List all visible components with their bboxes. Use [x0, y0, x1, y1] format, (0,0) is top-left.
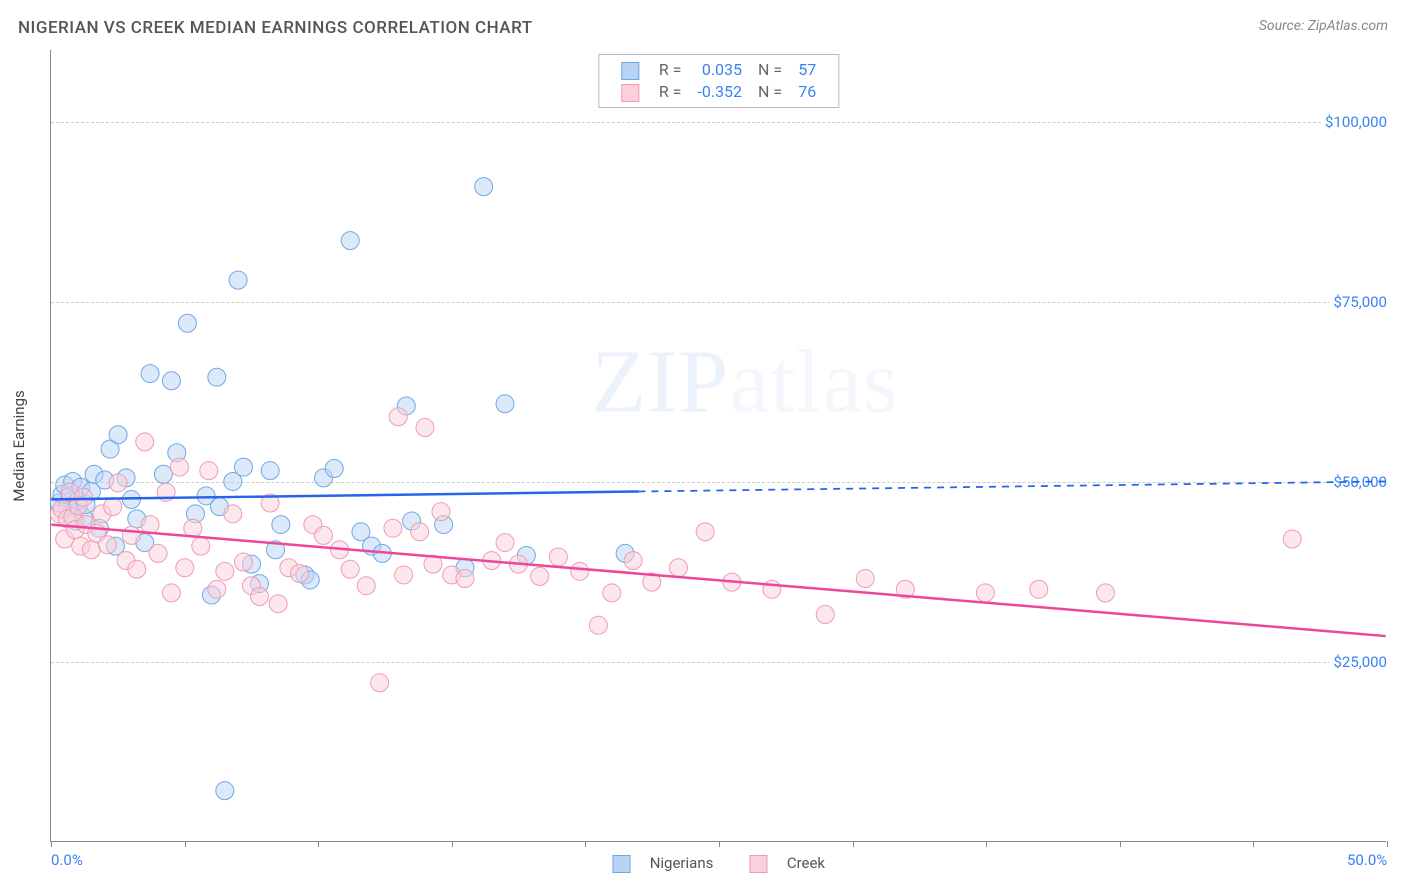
n-label: N = — [750, 81, 790, 103]
swatch-creek-b — [749, 855, 767, 873]
series-legend: Nigerians Creek — [596, 854, 841, 873]
r-value-nigerians: 0.035 — [689, 59, 750, 81]
legend-item-nigerians: Nigerians — [604, 854, 721, 872]
n-label: N = — [750, 59, 790, 81]
trend-lines — [51, 50, 1386, 841]
r-label: R = — [651, 81, 690, 103]
legend-item-creek: Creek — [741, 854, 833, 872]
chart-title: NIGERIAN VS CREEK MEDIAN EARNINGS CORREL… — [18, 18, 533, 38]
legend-label-creek: Creek — [787, 854, 825, 872]
swatch-nigerians — [621, 62, 639, 80]
stats-legend: R = 0.035 N = 57 R = -0.352 N = 76 — [598, 54, 839, 108]
x-tick-label: 0.0% — [51, 851, 83, 869]
r-label: R = — [651, 59, 690, 81]
source-label: Source: ZipAtlas.com — [1259, 18, 1388, 34]
swatch-nigerians-b — [612, 855, 630, 873]
n-value-creek: 76 — [790, 81, 824, 103]
legend-label-nigerians: Nigerians — [650, 854, 714, 872]
stats-row-nigerians: R = 0.035 N = 57 — [613, 59, 824, 81]
r-value-creek: -0.352 — [689, 81, 750, 103]
stats-row-creek: R = -0.352 N = 76 — [613, 81, 824, 103]
swatch-creek — [621, 84, 639, 102]
n-value-nigerians: 57 — [790, 59, 824, 81]
y-axis-label: Median Earnings — [10, 390, 28, 501]
x-tick-label: 50.0% — [1347, 851, 1387, 869]
plot-area: Median Earnings ZIPatlas R = 0.035 N = 5… — [50, 50, 1386, 842]
chart-container: NIGERIAN VS CREEK MEDIAN EARNINGS CORREL… — [0, 0, 1406, 892]
